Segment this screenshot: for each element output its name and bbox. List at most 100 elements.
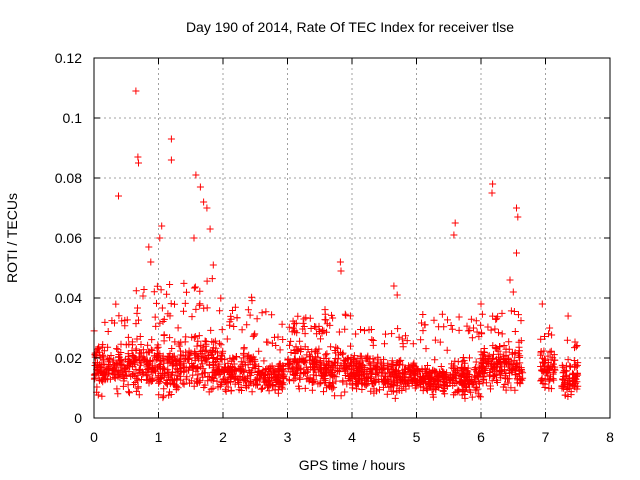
data-point: [438, 310, 446, 318]
data-point: [299, 370, 307, 378]
x-tick-label: 8: [606, 429, 614, 445]
data-point: [236, 365, 244, 373]
y-tick-label: 0.04: [55, 290, 82, 306]
data-point: [458, 364, 466, 372]
data-point: [343, 363, 350, 371]
data-point: [289, 364, 297, 372]
data-point: [439, 386, 447, 394]
data-point: [316, 357, 324, 365]
data-point: [414, 366, 421, 374]
data-point: [139, 369, 147, 377]
data-point: [172, 382, 180, 390]
data-point: [111, 374, 119, 382]
data-point: [167, 156, 175, 164]
data-point: [252, 381, 260, 389]
data-point: [313, 349, 321, 357]
data-point: [449, 377, 457, 384]
data-point: [300, 315, 308, 323]
data-point: [381, 378, 388, 386]
data-point: [291, 374, 299, 382]
data-point: [349, 361, 357, 369]
data-point: [216, 339, 223, 347]
data-point: [160, 331, 168, 339]
data-point: [565, 381, 573, 389]
data-point: [506, 276, 514, 284]
data-point: [91, 371, 99, 379]
data-point: [388, 387, 396, 395]
data-point: [323, 320, 331, 328]
data-point: [260, 378, 268, 386]
data-point: [193, 342, 201, 350]
data-point: [244, 373, 252, 381]
data-point: [192, 171, 200, 179]
data-point: [149, 357, 157, 365]
data-point: [114, 370, 122, 378]
data-point: [168, 353, 176, 361]
data-point: [465, 386, 473, 394]
data-point: [468, 334, 476, 342]
x-tick-labels: 0 1 2 3 4 5 6 7 8: [90, 429, 614, 445]
x-tick-label: 2: [219, 429, 227, 445]
data-point: [199, 373, 207, 381]
data-point: [486, 382, 494, 390]
data-point: [213, 367, 221, 375]
data-point: [271, 386, 279, 394]
data-point: [174, 324, 182, 332]
data-point: [123, 372, 131, 380]
data-point: [561, 391, 569, 399]
data-point: [484, 323, 492, 331]
data-point: [414, 366, 422, 373]
data-point: [204, 373, 212, 380]
data-point: [182, 375, 190, 383]
data-point: [218, 355, 226, 363]
data-point: [318, 329, 326, 337]
data-point: [409, 340, 417, 348]
data-point: [301, 384, 309, 392]
data-point: [338, 350, 346, 358]
data-point: [134, 377, 142, 385]
data-point: [163, 380, 171, 388]
data-point: [463, 367, 471, 375]
data-point: [425, 376, 432, 384]
data-point: [185, 366, 193, 374]
data-point: [341, 310, 349, 318]
data-point: [152, 322, 160, 330]
data-point: [504, 363, 512, 371]
data-point: [350, 352, 358, 360]
data-point: [201, 337, 209, 345]
data-point: [564, 356, 572, 364]
data-point: [510, 308, 518, 315]
data-point: [135, 391, 143, 399]
data-point: [458, 379, 466, 386]
data-point: [148, 347, 156, 354]
data-point: [159, 318, 167, 325]
data-point: [150, 288, 158, 296]
data-point: [115, 192, 122, 200]
data-point: [419, 311, 427, 318]
data-point: [156, 319, 164, 327]
data-point: [511, 386, 519, 394]
data-point: [397, 378, 405, 386]
data-point: [109, 356, 117, 364]
data-point: [172, 365, 180, 373]
data-point: [502, 348, 510, 356]
data-point: [168, 345, 176, 352]
data-point: [561, 378, 569, 386]
data-point: [249, 332, 257, 340]
data-point: [176, 356, 184, 364]
data-point: [397, 356, 405, 364]
data-point: [369, 337, 377, 344]
data-point: [260, 357, 268, 365]
data-point: [294, 312, 302, 320]
data-point: [309, 371, 317, 379]
data-point: [538, 376, 546, 384]
data-point: [448, 364, 456, 372]
data-point: [424, 362, 431, 369]
data-point: [168, 371, 176, 379]
data-point: [158, 222, 166, 230]
data-point: [352, 364, 360, 372]
data-point: [358, 370, 366, 378]
data-point: [290, 371, 298, 379]
data-point: [197, 341, 205, 349]
data-point: [371, 378, 379, 386]
